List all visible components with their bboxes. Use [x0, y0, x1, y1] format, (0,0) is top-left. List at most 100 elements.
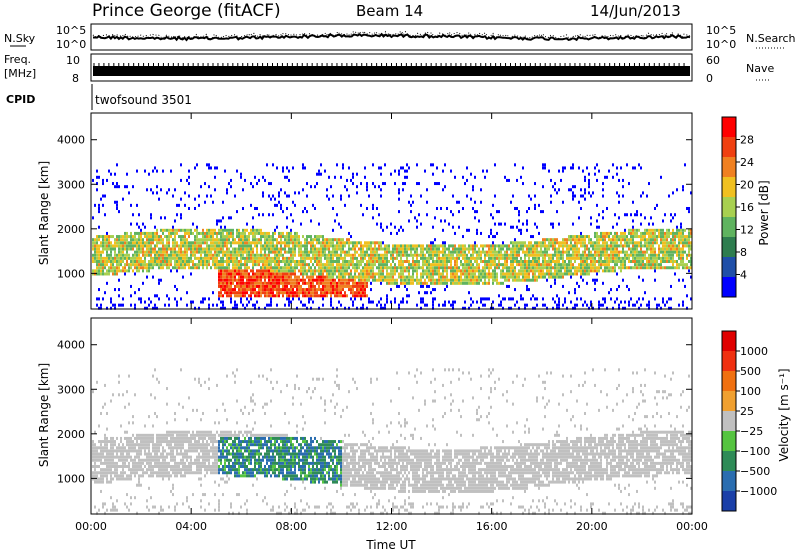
heat-cell: [592, 244, 594, 248]
heat-cell: [512, 269, 514, 273]
heat-cell: [332, 194, 334, 198]
heat-cell: [586, 256, 588, 260]
heat-cell: [594, 235, 596, 239]
heat-cell: [118, 269, 120, 273]
heat-cell: [646, 303, 648, 307]
heat-cell: [354, 278, 356, 282]
heat-cell: [222, 288, 224, 292]
heat-cell: [550, 178, 552, 182]
heat-cell: [224, 235, 226, 239]
heat-cell: [220, 284, 222, 288]
heat-cell: [436, 260, 438, 263]
heat-cell: [376, 303, 378, 307]
heat-cell: [274, 197, 276, 201]
heat-cell: [550, 284, 552, 288]
heat-cell: [276, 288, 278, 292]
heat-cell: [288, 272, 290, 276]
heat-cell: [614, 235, 616, 239]
heat-cell: [344, 241, 346, 245]
heat-cell: [318, 235, 320, 239]
heat-cell: [666, 235, 668, 239]
heat-cell: [138, 244, 140, 248]
heat-cell: [640, 244, 642, 248]
heat-cell: [622, 263, 624, 267]
heat-cell: [552, 275, 554, 279]
heat-cell: [322, 253, 324, 257]
heat-cell: [134, 291, 136, 295]
heat-cell: [442, 188, 444, 192]
heat-cell: [538, 250, 540, 254]
heat-cell: [192, 263, 194, 267]
heat-cell: [370, 272, 372, 276]
heat-cell: [194, 238, 196, 242]
heat-cell: [262, 235, 264, 239]
heat-cell: [578, 235, 580, 239]
heat-cell: [618, 178, 620, 182]
heat-cell: [636, 210, 638, 214]
heat-cell: [356, 185, 358, 189]
heat-cell: [132, 238, 134, 242]
heat-cell: [156, 228, 158, 232]
heat-cell: [304, 256, 306, 260]
heat-cell: [276, 272, 278, 276]
heat-cell: [112, 247, 114, 251]
heat-cell: [208, 185, 210, 189]
heat-cell: [420, 306, 422, 310]
heat-cell: [406, 260, 408, 263]
heat-cell: [112, 256, 114, 260]
heat-cell: [286, 241, 288, 245]
heat-cell: [532, 263, 534, 267]
heat-cell: [426, 266, 428, 270]
heat-cell: [582, 169, 584, 173]
heat-cell: [600, 250, 602, 254]
heat-cell: [142, 260, 144, 263]
heat-cell: [510, 256, 512, 260]
heat-cell: [174, 247, 176, 251]
heat-cell: [542, 269, 544, 273]
heat-cell: [100, 250, 102, 254]
heat-cell: [574, 291, 576, 295]
heat-cell: [426, 250, 428, 254]
heat-cell: [318, 284, 320, 288]
heat-cell: [268, 278, 270, 282]
heat-cell: [316, 278, 318, 282]
heat-cell: [652, 260, 654, 263]
heat-cell: [570, 263, 572, 267]
heat-cell: [168, 188, 170, 192]
heat-cell: [236, 278, 238, 282]
heat-cell: [368, 263, 370, 267]
heat-cell: [458, 247, 460, 251]
heat-cell: [92, 216, 94, 220]
heat-cell: [492, 275, 494, 279]
heat-cell: [426, 272, 428, 276]
heat-cell: [354, 266, 356, 270]
heat-cell: [256, 260, 258, 263]
heat-cell: [612, 225, 614, 229]
heat-cell: [206, 231, 208, 235]
heat-cell: [266, 247, 268, 251]
heat-cell: [664, 303, 666, 307]
heat-cell: [304, 253, 306, 257]
heat-cell: [94, 203, 96, 207]
heat-cell: [606, 266, 608, 270]
heat-cell: [316, 182, 318, 186]
heat-cell: [652, 231, 654, 235]
heat-cell: [122, 256, 124, 260]
heat-cell: [672, 250, 674, 254]
heat-cell: [252, 256, 254, 260]
heat-cell: [294, 291, 296, 295]
heat-cell: [272, 284, 274, 288]
heat-cell: [614, 247, 616, 251]
heat-cell: [676, 247, 678, 251]
heat-cell: [264, 235, 266, 239]
heat-cell: [614, 231, 616, 235]
heat-cell: [246, 241, 248, 245]
heat-cell: [464, 300, 466, 304]
heat-cell: [670, 231, 672, 235]
heat-cell: [452, 269, 454, 273]
heat-cell: [380, 225, 382, 229]
heat-cell: [250, 294, 252, 298]
heat-cell: [668, 231, 670, 235]
heat-cell: [224, 291, 226, 295]
heat-cell: [142, 244, 144, 248]
